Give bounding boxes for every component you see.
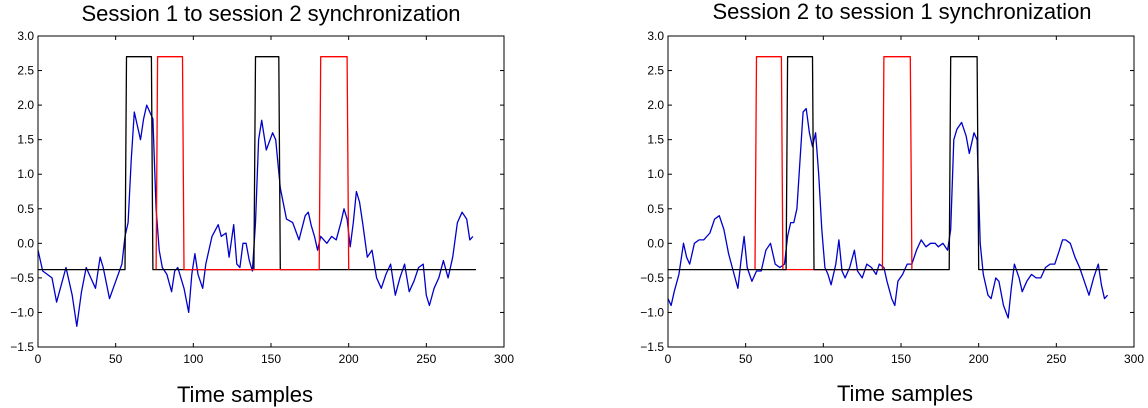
x-tick-label: 150: [261, 352, 281, 366]
y-tick-label: −0.5: [10, 271, 34, 285]
y-tick-label: 1.0: [647, 167, 664, 181]
plot-frame: [667, 35, 1135, 348]
series-line-1: [754, 56, 913, 271]
x-tick-label: 100: [183, 352, 203, 366]
plot-frame: [37, 35, 505, 348]
y-tick-label: −1.0: [640, 305, 664, 319]
series-line-1: [38, 56, 476, 271]
y-tick-label: 0.5: [17, 202, 34, 216]
y-tick-label: 3.0: [647, 29, 664, 43]
x-tick-label: 150: [891, 352, 911, 366]
y-tick-label: 1.5: [647, 133, 664, 147]
chart-title: Session 1 to session 2 synchronization: [81, 1, 460, 26]
series-line-0: [37, 104, 474, 327]
y-tick-label: 3.0: [17, 29, 34, 43]
x-tick-label: 0: [35, 352, 42, 366]
x-tick-label: 100: [813, 352, 833, 366]
chart-title: Session 2 to session 1 synchronization: [712, 0, 1091, 24]
y-tick-label: −1.5: [640, 340, 664, 354]
x-tick-label: 250: [1046, 352, 1066, 366]
chart-panel-session-2-to-1: Session 2 to session 1 synchronization 0 5…: [574, 0, 1148, 408]
y-tick-label: −1.5: [10, 340, 34, 354]
y-tick-label: −0.5: [640, 271, 664, 285]
x-tick-label: 50: [739, 352, 753, 366]
y-tick-label: 2.0: [17, 98, 34, 112]
y-tick-label: 0.0: [647, 236, 664, 250]
y-tick-label: 0.0: [17, 236, 34, 250]
x-tick-label: 300: [1124, 352, 1144, 366]
series-line-2: [668, 56, 1108, 271]
chart-svg: Session 2 to session 1 synchronization 0 5…: [640, 0, 1144, 406]
y-tick-label: 2.5: [17, 64, 34, 78]
y-tick-label: 2.5: [647, 64, 664, 78]
x-tick-label: 200: [339, 352, 359, 366]
x-axis-label: Time samples: [177, 382, 313, 407]
y-tick-label: 1.5: [17, 133, 34, 147]
x-tick-label: 50: [109, 352, 123, 366]
chart-panel-session-1-to-2: Session 1 to session 2 synchronization 0 5…: [10, 1, 514, 407]
x-axis-label: Time samples: [837, 381, 973, 406]
chart-svg: Session 1 to session 2 synchronization 0 5…: [10, 1, 514, 407]
x-tick-label: 300: [494, 352, 514, 366]
x-tick-label: 250: [416, 352, 436, 366]
y-tick-label: 0.5: [647, 202, 664, 216]
x-tick-label: 200: [969, 352, 989, 366]
series-line-0: [667, 107, 1109, 319]
y-tick-label: 1.0: [17, 167, 34, 181]
y-tick-label: −1.0: [10, 305, 34, 319]
y-tick-label: 2.0: [647, 98, 664, 112]
x-tick-label: 0: [665, 352, 672, 366]
series-line-2: [155, 56, 350, 271]
